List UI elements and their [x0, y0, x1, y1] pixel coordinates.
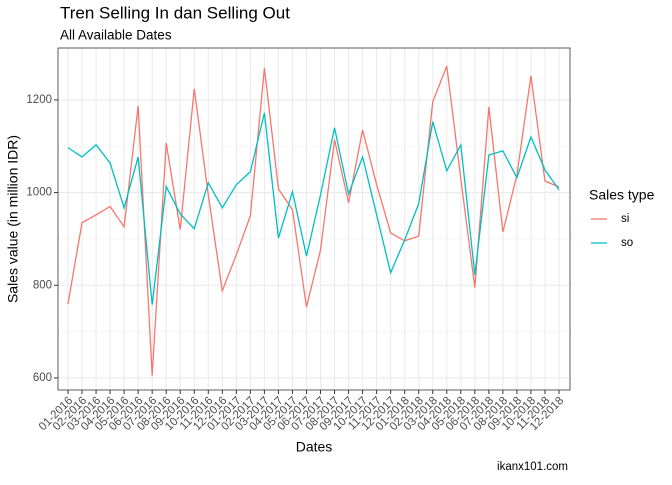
y-tick-label: 1200 [26, 94, 52, 106]
legend-label: si [621, 213, 629, 225]
y-tick-label: 1000 [26, 187, 52, 199]
panel-border [57, 47, 571, 391]
series-line [67, 112, 560, 305]
chart-subtitle: All Available Dates [60, 28, 172, 43]
y-axis-label: Sales value (in million IDR) [5, 135, 21, 303]
series-line [67, 65, 560, 376]
y-tick-label: 800 [33, 279, 52, 291]
y-tick-label: 600 [33, 372, 52, 384]
caption: ikanx101.com [497, 461, 568, 473]
legend-label: so [621, 237, 633, 249]
chart-title: Tren Selling In dan Selling Out [60, 3, 290, 22]
legend-title: Sales type [589, 187, 655, 203]
x-axis-label: Dates [296, 439, 333, 455]
